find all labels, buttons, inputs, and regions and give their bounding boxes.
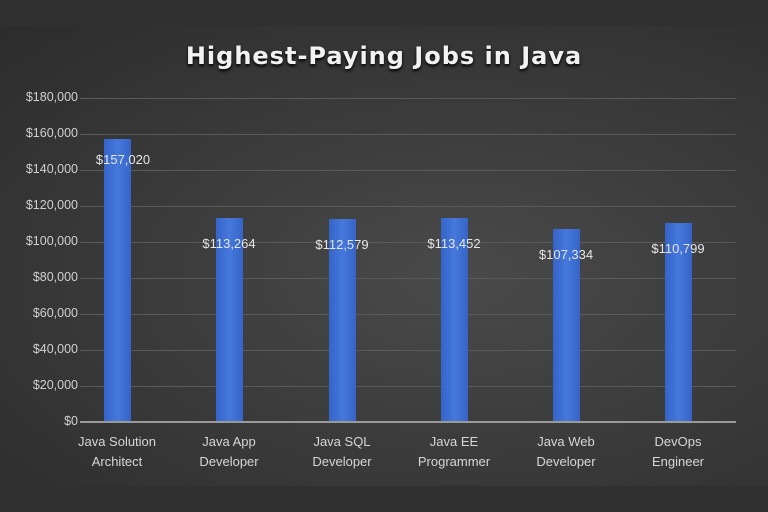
y-tick-label: $20,000 [32, 378, 78, 392]
gridline [80, 134, 736, 135]
gridline [80, 98, 736, 99]
chart-title: Highest-Paying Jobs in Java [185, 42, 583, 70]
gridline [80, 350, 736, 351]
bar [441, 217, 468, 422]
bar [665, 222, 692, 422]
data-label: $113,264 [202, 236, 256, 252]
bar [104, 139, 131, 422]
y-tick-label: $180,000 [25, 90, 78, 104]
y-tick-label: $80,000 [32, 270, 78, 284]
y-tick-label: $140,000 [25, 162, 78, 176]
data-label: $112,579 [315, 237, 369, 253]
x-tick-label: Java SQL Developer [312, 434, 372, 469]
x-tick-label: Java App Developer [199, 434, 259, 469]
y-tick-label: $100,000 [25, 234, 78, 248]
gridline [80, 170, 736, 171]
gridline [80, 206, 736, 207]
x-tick-label: DevOps Engineer [651, 434, 705, 469]
y-tick-label: $160,000 [25, 126, 78, 140]
x-tick-label: Java EE Programmer [417, 434, 491, 469]
x-tick-label: Java Web Developer [536, 434, 596, 469]
x-tick-label: Java Solution Architect [77, 434, 157, 469]
y-tick-label: $0 [64, 414, 78, 428]
gridline [80, 242, 736, 243]
gridline [80, 386, 736, 387]
gridline [80, 314, 736, 315]
y-tick-label: $60,000 [32, 306, 78, 320]
data-label: $107,334 [538, 246, 594, 262]
bar [553, 228, 580, 422]
bar [329, 219, 356, 422]
gridline [80, 278, 736, 279]
bar [216, 218, 243, 422]
data-label: $110,799 [651, 240, 705, 256]
y-tick-label: $120,000 [25, 198, 78, 212]
y-tick-label: $40,000 [32, 342, 78, 356]
x-axis-line [80, 421, 736, 423]
data-label: $113,452 [427, 235, 481, 251]
data-label: $157,020 [95, 152, 151, 168]
